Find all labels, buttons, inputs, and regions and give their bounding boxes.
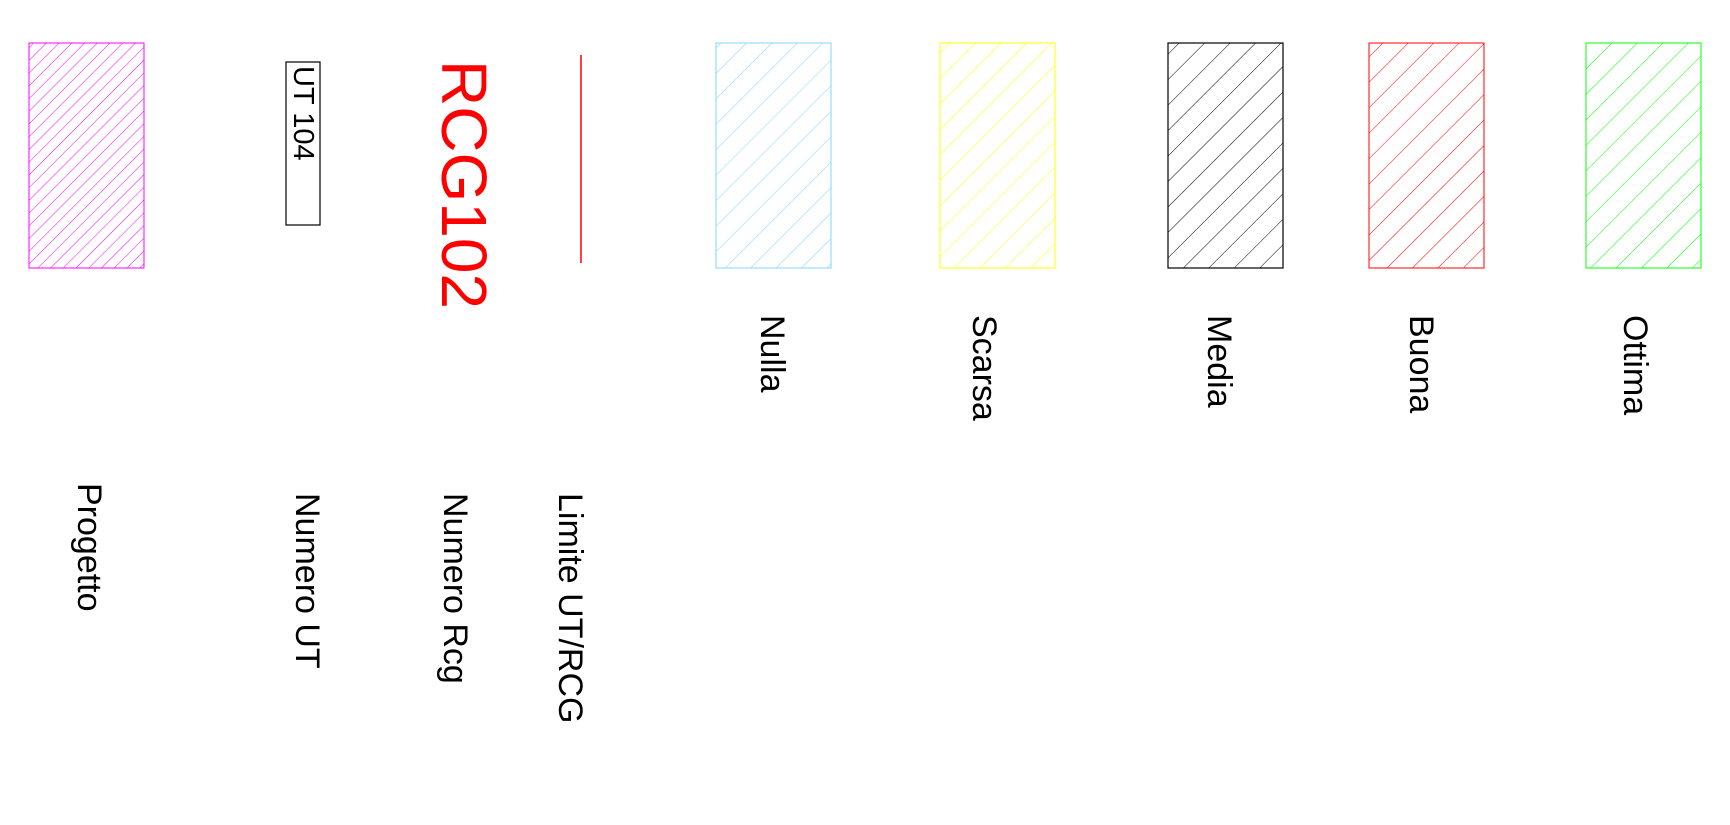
media-label: Media [1200, 315, 1238, 408]
progetto-label: Progetto [70, 483, 108, 612]
scarsa-label: Scarsa [965, 315, 1003, 421]
ut-number-sample: UT 104 [287, 66, 319, 161]
buona-swatch [1368, 42, 1485, 269]
numero-ut-label: Numero UT [288, 493, 326, 669]
rcg-number-sample: RCG102 [428, 60, 500, 309]
progetto-swatch [28, 42, 145, 269]
media-swatch [1167, 42, 1284, 269]
ottima-swatch [1585, 42, 1702, 269]
nulla-swatch [715, 42, 832, 269]
ottima-label: Ottima [1616, 315, 1654, 415]
nulla-label: Nulla [753, 315, 791, 393]
numero-rcg-label: Numero Rcg [436, 493, 474, 684]
limite-label: Limite UT/RCG [551, 493, 589, 723]
ut-number-box [285, 61, 321, 226]
scarsa-swatch [939, 42, 1056, 269]
buona-label: Buona [1402, 315, 1440, 413]
